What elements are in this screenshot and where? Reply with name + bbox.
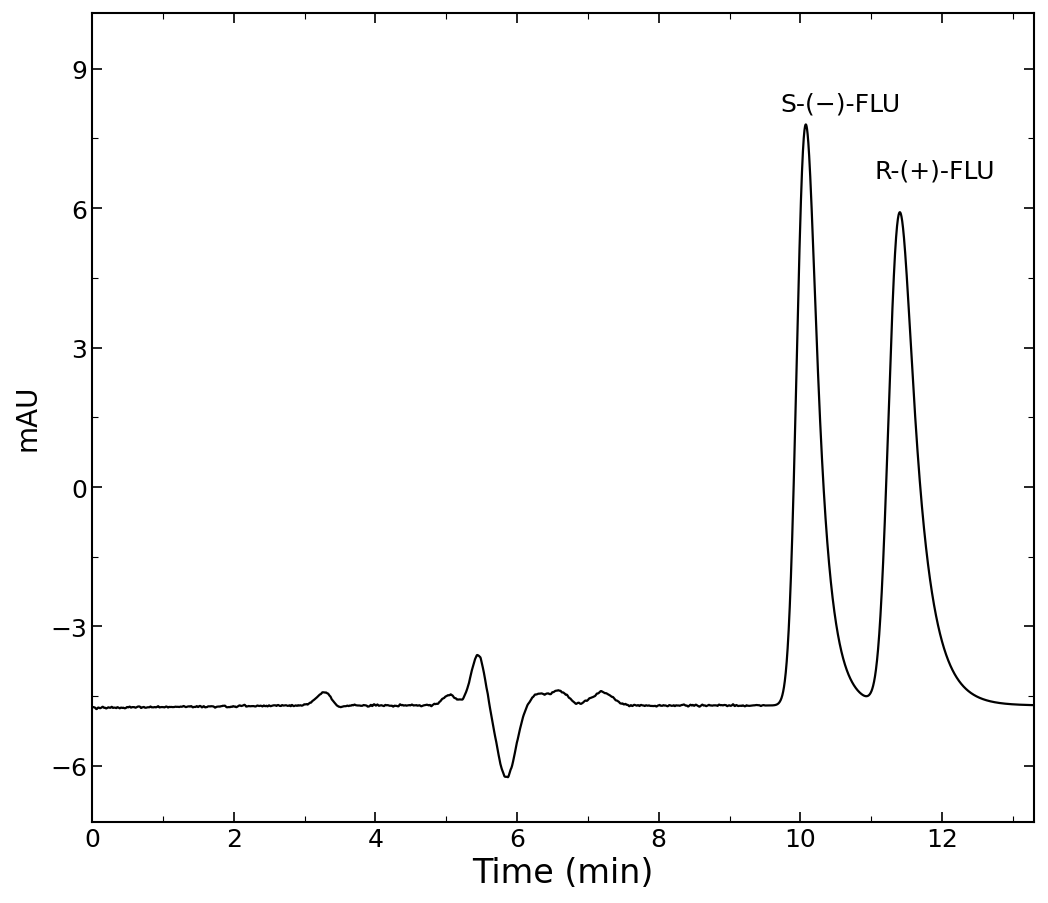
Text: S-(−)-FLU: S-(−)-FLU — [781, 92, 900, 116]
Text: R-(+)-FLU: R-(+)-FLU — [875, 159, 996, 183]
Y-axis label: mAU: mAU — [14, 385, 42, 451]
X-axis label: Time (min): Time (min) — [473, 856, 654, 889]
